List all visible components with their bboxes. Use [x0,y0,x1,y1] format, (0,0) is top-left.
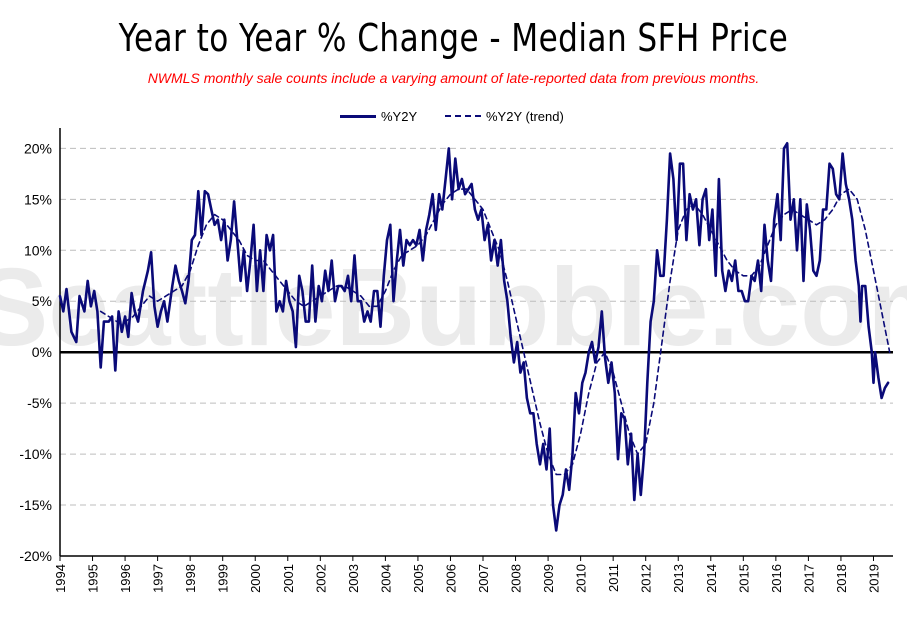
y-tick-label: 10% [24,242,52,258]
gridlines [60,147,893,506]
chart-legend: %Y2Y %Y2Y (trend) [0,106,907,126]
x-tick-labels: 1994 1995 1996 1997 1998 1999 2000 2001 2002 2003… [53,564,881,593]
x-tick-label: 1997 [151,564,166,593]
x-tick-label: 2016 [769,564,784,593]
legend-item-y2y-trend: %Y2Y (trend) [445,106,564,126]
y-tick-label: 20% [24,140,52,156]
x-tick-label: 2012 [639,564,654,593]
x-tick-label: 1994 [53,564,68,593]
x-tick-label: 1995 [86,564,101,593]
legend-swatch-dashed [445,115,481,117]
legend-swatch-solid [340,114,376,118]
y-tick-label: 0% [32,344,52,360]
x-tick-label: 2014 [704,564,719,593]
axes [59,128,893,561]
x-tick-label: 2006 [443,564,458,593]
y-tick-label: 15% [24,191,52,207]
x-tick-label: 2017 [801,564,816,593]
x-tick-label: 1998 [183,564,198,593]
legend-label-y2y-trend: %Y2Y (trend) [486,108,564,124]
x-tick-label: 2009 [541,564,556,593]
x-tick-label: 2002 [313,564,328,593]
x-tick-label: 2004 [378,564,393,593]
legend-label-y2y: %Y2Y [381,108,418,124]
x-tick-label: 1999 [216,564,231,593]
x-tick-label: 2008 [509,564,524,593]
x-tick-label: 2018 [834,564,849,593]
chart-subtitle: NWMLS monthly sale counts include a vary… [147,70,760,86]
x-tick-label: 2000 [248,564,263,593]
x-tick-label: 1996 [118,564,133,593]
series-layer [58,142,891,532]
x-tick-label: 2013 [671,564,686,593]
x-tick-label: 2007 [476,564,491,593]
x-tick-label: 2010 [574,564,589,593]
y-tick-label: 5% [32,293,52,309]
x-tick-label: 2001 [281,564,296,593]
y-tick-label: -20% [19,548,52,564]
y-tick-label: -15% [19,497,52,513]
series-line-y2y [58,142,890,532]
y-tick-label: -10% [19,446,52,462]
y-tick-label: -5% [27,395,52,411]
y-tick-labels: 20% 15% 10% 5% 0% -5% -10% -15% -20% [19,140,52,564]
series-line-y2y-trend [99,188,891,476]
x-tick-label: 2011 [606,564,621,592]
x-tick-label: 2019 [866,564,881,593]
x-tick-label: 2005 [411,564,426,593]
x-tick-label: 2003 [346,564,361,593]
legend-item-y2y: %Y2Y [340,106,417,126]
x-tick-label: 2015 [736,564,751,593]
chart-title: Year to Year % Change - Median SFH Price [118,16,789,60]
